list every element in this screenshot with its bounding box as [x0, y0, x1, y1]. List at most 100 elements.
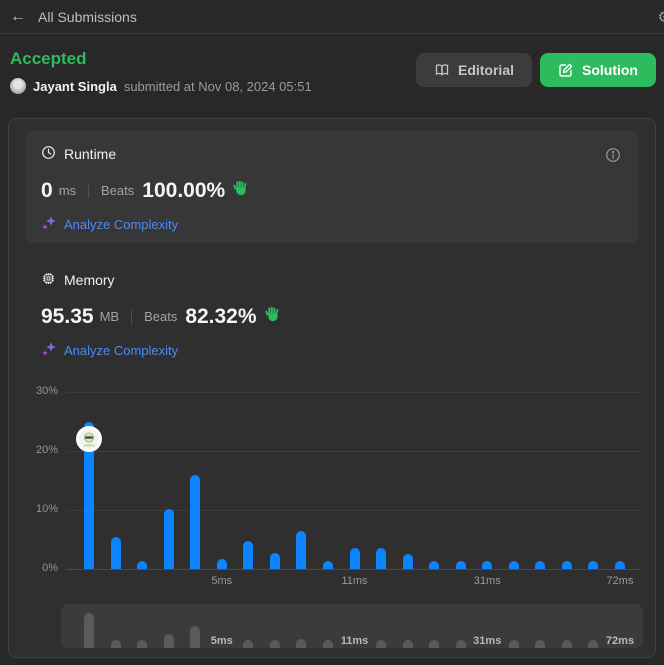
y-axis-tick-label: 30%	[35, 385, 58, 397]
runtime-value-row: 0 ms Beats 100.00%	[41, 176, 623, 204]
minimap-tick-label: 31ms	[473, 635, 502, 647]
minimap-bar	[376, 640, 387, 648]
info-circle-icon[interactable]	[605, 147, 621, 168]
x-axis-tick-label: 5ms	[211, 575, 233, 587]
minimap-tick-label: 72ms	[605, 635, 635, 647]
runtime-distribution-bar[interactable]	[588, 561, 599, 569]
runtime-distribution-bar[interactable]	[402, 554, 413, 569]
solution-button-label: Solution	[582, 62, 638, 78]
memory-analyze-complexity-label: Analyze Complexity	[64, 343, 179, 358]
runtime-unit: ms	[58, 182, 77, 198]
runtime-distribution-chart: 30% 20% 10% 0% 5ms 11ms 31ms 72ms	[9, 385, 655, 587]
memory-beats-label: Beats	[144, 308, 178, 324]
chart-plot-area: 5ms 11ms 31ms 72ms	[66, 392, 641, 587]
runtime-distribution-bar[interactable]	[296, 530, 307, 569]
minimap-bar	[296, 638, 307, 648]
minimap-bar	[455, 640, 466, 648]
divider	[131, 308, 133, 324]
runtime-distribution-bar[interactable]	[269, 553, 280, 569]
minimap-bar	[137, 640, 148, 648]
minimap-tick-label: 11ms	[340, 635, 369, 647]
runtime-distribution-bar[interactable]	[322, 561, 333, 569]
runtime-distribution-bar[interactable]	[349, 547, 360, 569]
memory-unit: MB	[99, 308, 120, 324]
runtime-distribution-bar[interactable]	[455, 561, 466, 569]
runtime-title: Runtime	[64, 146, 117, 162]
editorial-button-label: Editorial	[457, 62, 514, 78]
user-avatar[interactable]	[10, 78, 26, 94]
runtime-distribution-bar[interactable]	[190, 474, 201, 569]
header-buttons: Editorial Solution	[415, 53, 656, 118]
memory-value: 95.35	[41, 304, 94, 328]
memory-title-row: Memory	[41, 271, 623, 289]
waving-hand-green-icon	[264, 305, 281, 327]
runtime-distribution-bar[interactable]	[376, 547, 387, 569]
pencil-square-icon	[558, 62, 574, 78]
runtime-distribution-bar[interactable]	[429, 561, 440, 569]
y-axis-tick-label: 0%	[42, 562, 58, 574]
submitter-name[interactable]: Jayant Singla	[33, 78, 117, 94]
runtime-distribution-bar[interactable]	[110, 537, 121, 569]
runtime-distribution-bar[interactable]	[163, 508, 174, 569]
runtime-panel[interactable]: Runtime 0 ms Beats 100.00%	[25, 131, 639, 243]
memory-title: Memory	[64, 272, 115, 288]
chart-minimap-brush[interactable]: 5ms 11ms 31ms 72ms	[61, 604, 643, 648]
gridline	[66, 451, 641, 452]
sparkles-icon	[41, 215, 57, 234]
book-open-icon	[434, 62, 450, 78]
gear-icon[interactable]: ⚙	[658, 8, 664, 26]
gridline	[66, 510, 641, 511]
page-title: All Submissions	[38, 8, 137, 25]
user-avatar-marker[interactable]	[76, 425, 102, 452]
editorial-button[interactable]: Editorial	[415, 53, 532, 87]
memory-analyze-complexity-link[interactable]: Analyze Complexity	[41, 341, 178, 360]
x-axis-tick-label: 11ms	[341, 575, 368, 587]
runtime-distribution-bar[interactable]	[216, 558, 227, 569]
gridline	[66, 392, 641, 393]
minimap-tick-label: 5ms	[210, 635, 233, 647]
memory-section[interactable]: Memory 95.35 MB Beats 82.32%	[41, 271, 623, 360]
minimap-bar	[84, 613, 94, 648]
submitted-timestamp: submitted at Nov 08, 2024 05:51	[123, 78, 312, 94]
runtime-distribution-bar[interactable]	[84, 421, 94, 569]
submission-detail-card: Runtime 0 ms Beats 100.00%	[8, 118, 656, 658]
x-axis-tick-label: 31ms	[473, 575, 501, 587]
runtime-value: 0	[41, 178, 53, 202]
minimap-bar	[561, 640, 572, 648]
minimap-bar	[190, 625, 201, 648]
submitter-row: Jayant Singla submitted at Nov 08, 2024 …	[10, 78, 312, 94]
y-axis-tick-label: 10%	[35, 503, 58, 515]
minimap-bar	[402, 640, 413, 648]
minimap-bar	[429, 640, 440, 648]
x-axis-tick-label: 72ms	[606, 575, 634, 587]
minimap-bar	[110, 640, 121, 648]
submission-header: Accepted Jayant Singla submitted at Nov …	[0, 35, 664, 118]
minimap-bar	[508, 640, 519, 648]
minimap-bar	[535, 640, 546, 648]
runtime-distribution-bar[interactable]	[482, 561, 493, 569]
runtime-beats-value: 100.00%	[142, 178, 226, 202]
runtime-analyze-complexity-link[interactable]: Analyze Complexity	[41, 215, 178, 234]
chip-icon	[41, 271, 56, 289]
minimap-bar	[588, 640, 599, 648]
back-arrow-icon[interactable]: ←	[10, 7, 26, 25]
runtime-analyze-complexity-label: Analyze Complexity	[64, 217, 179, 232]
runtime-title-row: Runtime	[41, 145, 623, 163]
minimap-bar	[322, 640, 333, 648]
memory-value-row: 95.35 MB Beats 82.32%	[41, 302, 623, 330]
gridline	[66, 569, 641, 570]
status-accepted-label: Accepted	[10, 49, 87, 68]
runtime-distribution-bar[interactable]	[137, 561, 148, 569]
sparkles-icon	[41, 341, 57, 360]
runtime-distribution-bar[interactable]	[535, 561, 546, 569]
minimap-bar	[269, 640, 280, 648]
runtime-beats-label: Beats	[101, 182, 135, 198]
runtime-distribution-bar[interactable]	[508, 561, 519, 569]
runtime-distribution-bar[interactable]	[243, 541, 254, 569]
runtime-distribution-bar[interactable]	[615, 561, 625, 569]
solution-button[interactable]: Solution	[540, 53, 656, 87]
waving-hand-green-icon	[232, 179, 249, 201]
memory-beats-value: 82.32%	[185, 304, 257, 328]
runtime-distribution-bar[interactable]	[561, 561, 572, 569]
y-axis-tick-label: 20%	[35, 444, 58, 456]
